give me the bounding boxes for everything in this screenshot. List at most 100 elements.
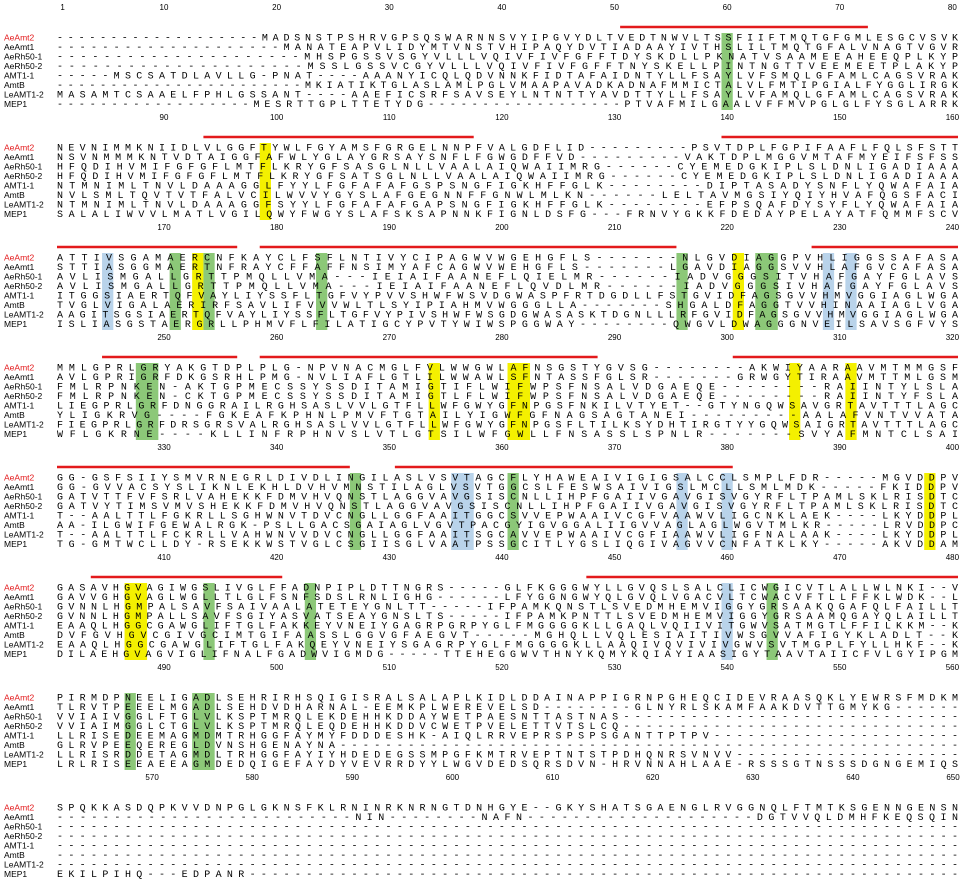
position-label: 230 <box>833 223 847 232</box>
position-label: 100 <box>270 113 284 122</box>
sequence-name: AeRh50-1 <box>4 491 43 501</box>
position-label: 640 <box>846 773 860 782</box>
position-label: 450 <box>608 553 622 562</box>
sequence: WFLGKRNE----KLLINFRPHNVSLVTLGTSILWFGWLLF… <box>57 430 958 441</box>
sequence-name: AeRh50-1 <box>4 601 43 611</box>
sequence-name: AeRh50-2 <box>4 501 43 511</box>
sequence-name: AmtB <box>4 300 25 310</box>
sequence-name: AeRh50-1 <box>4 271 43 281</box>
sequence-name: AmtB <box>4 190 25 200</box>
sequence-name: AMT1-1 <box>4 180 35 190</box>
position-label: 330 <box>157 443 171 452</box>
sequence: GAVVGHGVAGLWGLLTLGLFSNFSDSLRNLIGHG------… <box>57 593 958 604</box>
sequence-name: AmtB <box>4 520 25 530</box>
sequence-name: LeAMT1-2 <box>4 419 44 429</box>
position-label: 1 <box>60 3 65 12</box>
sequence: DILAEHGVAGVIGLIFNALFGADWVIGMDG-----TTEHE… <box>57 650 958 661</box>
conserved-column <box>822 253 835 330</box>
conserved-column <box>924 473 936 550</box>
highlights <box>102 33 936 770</box>
sequence: --------------------------NIN--------NAF… <box>57 813 958 824</box>
conserved-column <box>135 363 159 440</box>
sequence-name: AeAmt1 <box>4 152 35 162</box>
sequence: EAAQLHGGCGAWGLIFTGLFAKKEYVNEIYGAGRPGRPYG… <box>57 622 958 633</box>
position-label: 300 <box>720 333 734 342</box>
sequence-name: AeAmt2 <box>4 362 35 372</box>
position-label: 610 <box>546 773 560 782</box>
sequence-name: MEP1 <box>4 869 27 879</box>
sequence: ITGGSIAERTQFVAYLIYSSFLTGFVYPVVSHWFWSVDGW… <box>57 292 958 303</box>
sequence-name: AmtB <box>4 80 25 90</box>
position-label: 130 <box>608 113 622 122</box>
sequence-name: AMT1-1 <box>4 620 35 630</box>
position-label: 560 <box>946 663 960 672</box>
position-label: 20 <box>272 3 281 12</box>
sequence: LRLRISEEAEEAGMDEDQIGEFAYDYVEVRRDYYLWGVDE… <box>57 760 958 771</box>
position-label: 390 <box>833 443 847 452</box>
sequence: NTMNIMLTNVLDAAAGGFSYYLFGFAFAFGAPSNGFIGKH… <box>57 201 958 212</box>
sequence-name: LeAMT1-2 <box>4 749 44 759</box>
sequence: AVLISMGALLGRTTPMQLLVMA---IEIAIFAANEFLQVD… <box>57 282 958 293</box>
conserved-column <box>676 253 688 330</box>
conserved-column <box>349 473 362 550</box>
position-label: 570 <box>145 773 159 782</box>
sequence-name: LeAMT1-2 <box>4 89 44 99</box>
sequence: EKILPIHQ---EDPANR-----------------------… <box>57 870 958 881</box>
sequence-name: MEP1 <box>4 99 27 109</box>
position-label: 270 <box>383 333 397 342</box>
sequence: ---------------------MHSPGSSVSGYVLLLVQIV… <box>57 53 958 64</box>
position-label: 600 <box>446 773 460 782</box>
sequence: GATVYTIMSVMVSHEKKFDMVHVQNSTLAGGVAVGSISCN… <box>57 502 958 513</box>
sequence: T--AALTTLFCKRLLVAHWNVVDVCNGLLGGFAAITSGCA… <box>57 531 958 542</box>
position-label: 410 <box>157 553 171 562</box>
position-label: 170 <box>157 223 171 232</box>
sequence-name: AMT1-1 <box>4 730 35 740</box>
position-label: 320 <box>946 333 960 342</box>
position-label: 510 <box>383 663 397 672</box>
sequence: ISLIASGSTAERGRLLPHMVFLFILATIGCYPVTYWIWSP… <box>57 320 958 331</box>
position-label: 70 <box>835 3 844 12</box>
sequence-name: AMT1-1 <box>4 510 35 520</box>
position-label: 40 <box>497 3 506 12</box>
sequence-name: AeRh50-2 <box>4 281 43 291</box>
position-label: 30 <box>385 3 394 12</box>
sequence-name: AeRh50-1 <box>4 381 43 391</box>
sequence-name: LeAMT1-2 <box>4 529 44 539</box>
conserved-column <box>507 473 519 550</box>
position-label: 480 <box>946 553 960 562</box>
sequence-name: MEP1 <box>4 759 27 769</box>
sequence-name: LeAMT1-2 <box>4 309 44 319</box>
position-label: 630 <box>746 773 760 782</box>
sequence-name: AeAmt2 <box>4 692 35 702</box>
sequence-name: AeAmt1 <box>4 42 35 52</box>
sequence: FMLRPNKEN-CKTGPMECSSYSSDITAMIGTLFLWIFWPS… <box>57 392 958 403</box>
sequence: TG-GMTWCLLDY-RSEKKWSTVGLCSGIISGLVAATPSSG… <box>57 540 958 551</box>
position-label: 550 <box>833 663 847 672</box>
sequence-name: LeAMT1-2 <box>4 859 44 869</box>
sequence-name: AeRh50-1 <box>4 51 43 61</box>
sequence-name: MEP1 <box>4 209 27 219</box>
position-label: 400 <box>946 443 960 452</box>
position-label: 380 <box>720 443 734 452</box>
position-label: 310 <box>833 333 847 342</box>
position-label: 200 <box>495 223 509 232</box>
conserved-column <box>203 583 215 660</box>
position-label: 360 <box>495 443 509 452</box>
position-label: 440 <box>495 553 509 562</box>
position-label: 420 <box>270 553 284 562</box>
position-label: 430 <box>383 553 397 562</box>
position-label: 80 <box>948 3 957 12</box>
sequence: SALALIWVVLMATLVGILQWYFWGYSLAFSKSAPNNKFIG… <box>57 210 958 221</box>
conserved-column <box>304 583 317 660</box>
conserved-column <box>316 253 328 330</box>
conserved-column <box>192 693 215 770</box>
sequence-name: AMT1-1 <box>4 290 35 300</box>
conserved-column <box>124 583 148 660</box>
conserved-column <box>102 253 114 330</box>
position-label: 160 <box>946 113 960 122</box>
sequence: ------------------MESRTTGPLTTETYDG------… <box>57 100 958 111</box>
sequence-name: AMT1-1 <box>4 70 35 80</box>
